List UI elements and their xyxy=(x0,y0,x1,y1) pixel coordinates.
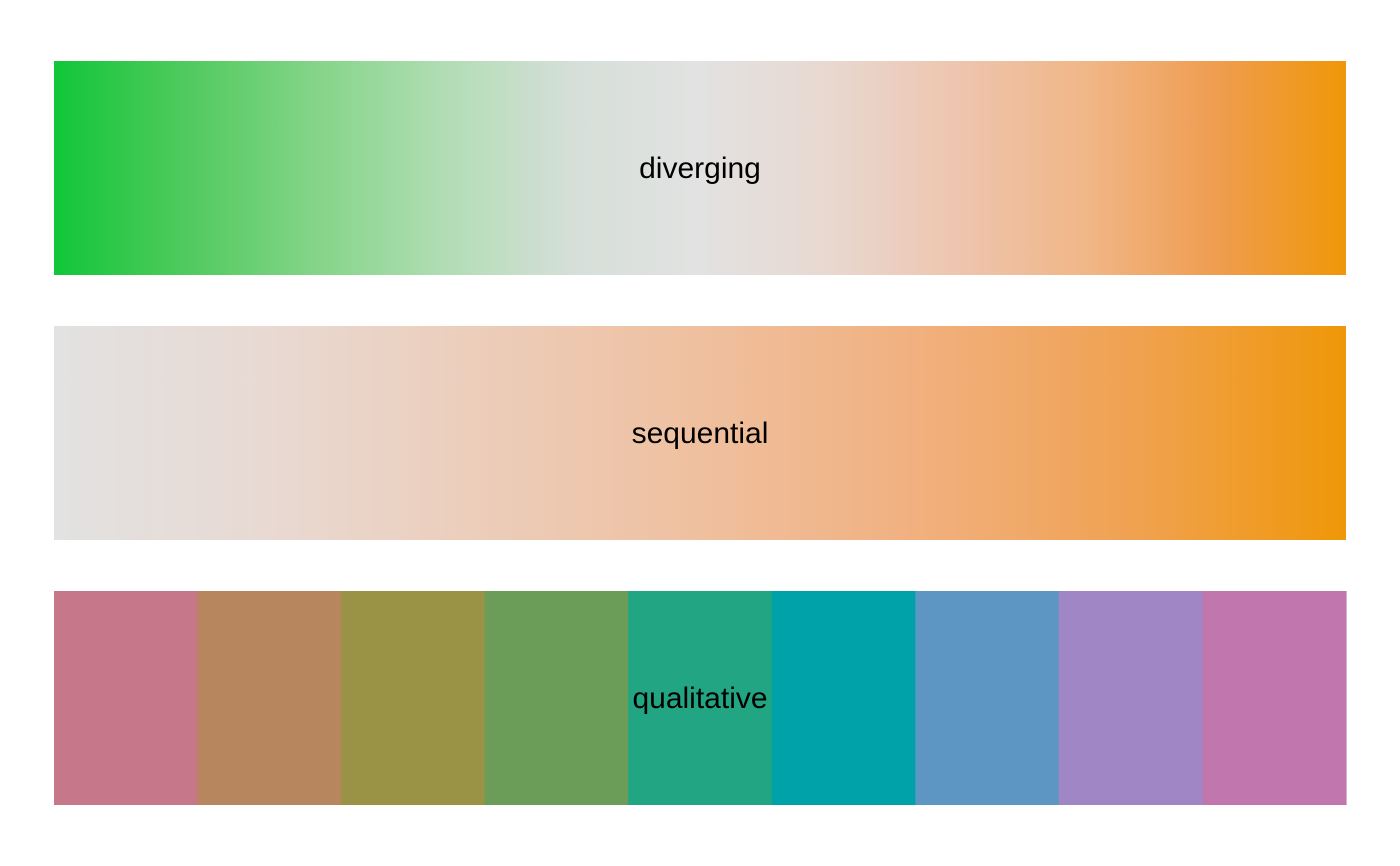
palette-label-qualitative: qualitative xyxy=(632,682,767,715)
palette-bar-sequential xyxy=(54,326,1346,540)
palette-swatch-qualitative xyxy=(771,591,916,805)
palette-label-diverging: diverging xyxy=(639,152,761,185)
palette-swatch-qualitative xyxy=(484,591,629,805)
palette-swatch-qualitative xyxy=(1202,591,1347,805)
palette-swatch-qualitative xyxy=(1058,591,1204,805)
palette-swatch-qualitative xyxy=(341,591,486,805)
palette-swatch-qualitative xyxy=(197,591,342,805)
palette-swatch-qualitative xyxy=(628,591,773,805)
palette-bar-diverging xyxy=(54,61,1346,275)
palette-swatch-qualitative xyxy=(54,591,199,805)
palette-swatch-qualitative xyxy=(915,591,1060,805)
palette-label-sequential: sequential xyxy=(632,417,769,450)
